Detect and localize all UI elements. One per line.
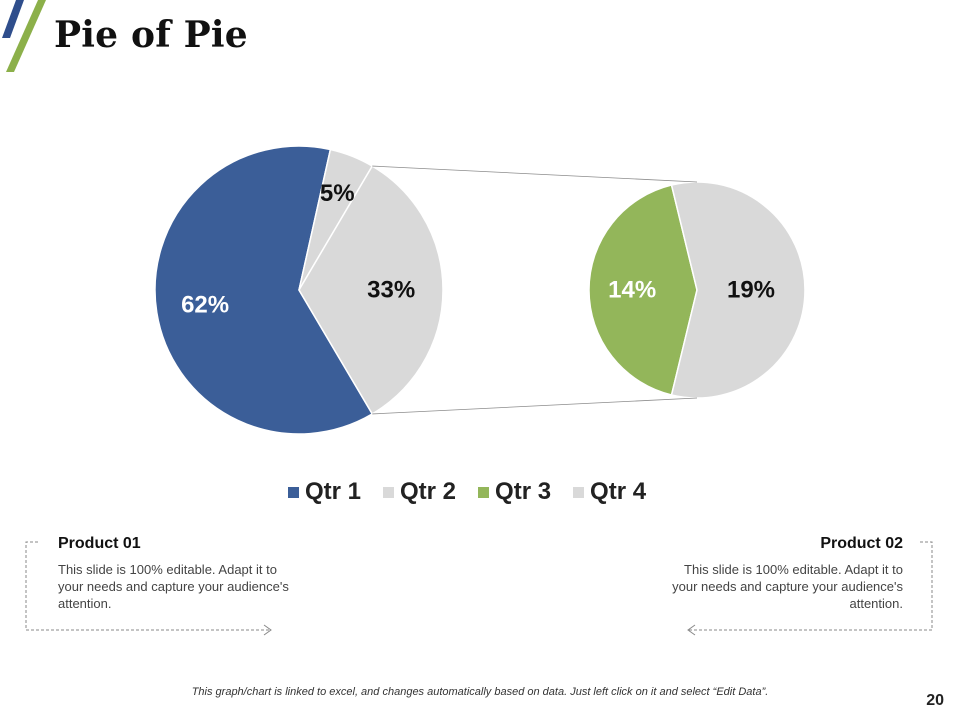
connector-line-top (372, 165, 698, 183)
legend-item-qtr2: Qtr 2 (383, 478, 456, 506)
secondary-pie-slice-qtr-3 (588, 184, 698, 396)
footnote: This graph/chart is linked to excel, and… (191, 686, 769, 698)
legend-item-qtr4: Qtr 4 (573, 478, 646, 506)
legend-label-qtr4: Qtr 4 (590, 478, 647, 505)
page-title: Pie of Pie (54, 14, 248, 56)
legend-item-qtr3: Qtr 3 (478, 478, 551, 506)
main-pie-slice-other (298, 165, 444, 415)
secondary-pie-label-qtr-3: 14% (608, 277, 656, 304)
legend-swatch-qtr3 (478, 486, 490, 498)
main-pie-label-other: 33% (367, 277, 415, 304)
legend-label-qtr3: Qtr 3 (495, 478, 552, 505)
product-01-title: Product 01 (58, 535, 141, 552)
product-01-bracket (25, 541, 272, 636)
legend-swatch-qtr4 (573, 486, 585, 498)
main-pie-slice-qtr-1 (154, 145, 374, 435)
legend-label-qtr2: Qtr 2 (400, 478, 457, 505)
secondary-pie-label-qtr-4: 19% (727, 277, 775, 304)
connector-line-bottom (372, 397, 698, 415)
page-number: 20 (926, 692, 944, 709)
pie-of-pie-chart: 62% 5% 33% 14% 19% (154, 145, 806, 435)
title-accent-stripes (2, 0, 46, 72)
product-02-title: Product 02 (820, 535, 903, 552)
chart-legend: Qtr 1 Qtr 2 Qtr 3 Qtr 4 (288, 478, 646, 506)
product-02-text: This slide is 100% editable. Adapt it to… (672, 562, 903, 611)
main-pie-label-qtr-2: 5% (320, 180, 355, 207)
legend-swatch-qtr2 (383, 486, 395, 498)
main-pie-label-qtr-1: 62% (181, 291, 229, 318)
product-02-bracket (687, 541, 933, 636)
product-01-text: This slide is 100% editable. Adapt it to… (58, 562, 289, 611)
legend-item-qtr1: Qtr 1 (288, 478, 361, 506)
product-02-block: Product 02 This slide is 100% editable. … (658, 535, 903, 612)
product-01-block: Product 01 This slide is 100% editable. … (58, 535, 303, 612)
legend-swatch-qtr1 (288, 486, 299, 498)
secondary-pie-slice-qtr-4 (670, 181, 806, 399)
legend-label-qtr1: Qtr 1 (305, 478, 362, 505)
